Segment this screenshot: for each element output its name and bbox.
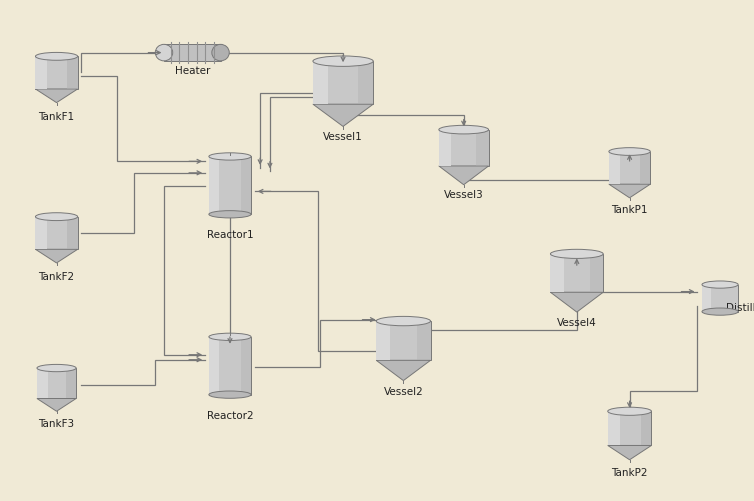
Bar xyxy=(35,56,78,89)
Bar xyxy=(67,216,78,249)
Bar xyxy=(640,151,650,184)
Ellipse shape xyxy=(608,407,651,415)
Bar xyxy=(35,56,48,89)
Bar xyxy=(313,61,373,104)
Bar xyxy=(66,368,76,398)
Bar xyxy=(35,216,48,249)
Bar xyxy=(209,337,251,395)
Bar xyxy=(37,368,48,398)
Text: Reactor2: Reactor2 xyxy=(207,411,253,421)
Ellipse shape xyxy=(212,45,229,61)
Text: TankF2: TankF2 xyxy=(38,272,75,282)
Bar xyxy=(702,285,711,312)
Text: Reactor1: Reactor1 xyxy=(207,230,253,240)
Polygon shape xyxy=(37,398,76,411)
Bar xyxy=(209,156,219,214)
Polygon shape xyxy=(609,184,650,198)
Bar xyxy=(550,254,563,292)
Text: Heater: Heater xyxy=(175,66,210,76)
Ellipse shape xyxy=(550,249,603,259)
Text: TankF3: TankF3 xyxy=(38,419,75,429)
Bar xyxy=(376,321,431,360)
Ellipse shape xyxy=(209,333,251,341)
Ellipse shape xyxy=(376,316,431,326)
Bar xyxy=(590,254,603,292)
Text: Distill: Distill xyxy=(726,303,754,313)
Bar xyxy=(241,156,251,214)
Ellipse shape xyxy=(313,56,373,66)
Bar xyxy=(209,156,251,214)
Bar xyxy=(640,411,651,445)
Text: Vessel4: Vessel4 xyxy=(557,318,596,328)
Polygon shape xyxy=(35,89,78,103)
Ellipse shape xyxy=(37,364,76,372)
Ellipse shape xyxy=(209,210,251,218)
Bar xyxy=(37,368,76,398)
Ellipse shape xyxy=(209,153,251,160)
Ellipse shape xyxy=(608,148,650,155)
Bar xyxy=(241,337,251,395)
Polygon shape xyxy=(313,104,373,126)
Bar xyxy=(550,254,603,292)
Ellipse shape xyxy=(439,125,489,134)
Bar xyxy=(609,151,621,184)
Bar xyxy=(608,411,651,445)
Bar xyxy=(313,61,328,104)
Ellipse shape xyxy=(702,308,738,315)
Text: Vessel2: Vessel2 xyxy=(384,387,423,397)
Bar xyxy=(358,61,373,104)
Ellipse shape xyxy=(35,53,78,60)
Text: Vessel1: Vessel1 xyxy=(323,132,363,142)
Bar xyxy=(477,130,489,166)
Bar xyxy=(439,130,489,166)
Polygon shape xyxy=(439,166,489,185)
Bar xyxy=(164,45,220,61)
Text: TankF1: TankF1 xyxy=(38,112,75,122)
Bar xyxy=(608,411,620,445)
Bar xyxy=(35,216,78,249)
Ellipse shape xyxy=(155,45,173,61)
Text: TankP1: TankP1 xyxy=(611,205,648,215)
Ellipse shape xyxy=(209,391,251,398)
Ellipse shape xyxy=(35,213,78,220)
Ellipse shape xyxy=(702,281,738,288)
Bar xyxy=(702,285,738,312)
Polygon shape xyxy=(376,360,431,381)
Text: TankP2: TankP2 xyxy=(611,468,648,478)
Polygon shape xyxy=(35,249,78,263)
Bar xyxy=(609,151,650,184)
Polygon shape xyxy=(608,445,651,460)
Bar xyxy=(376,321,390,360)
Polygon shape xyxy=(550,292,603,312)
Bar xyxy=(439,130,451,166)
Bar xyxy=(67,56,78,89)
Text: Vessel3: Vessel3 xyxy=(444,190,483,200)
Bar xyxy=(209,337,219,395)
Bar xyxy=(417,321,431,360)
